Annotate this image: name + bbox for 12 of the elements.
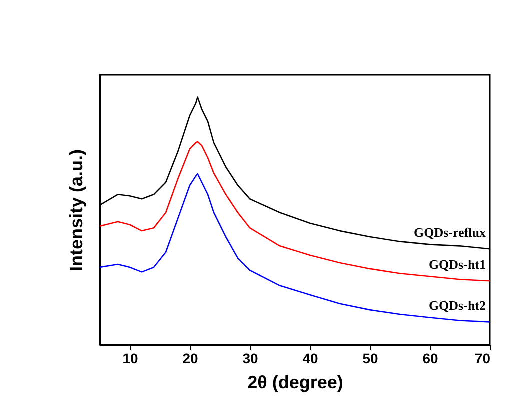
series-label: GQDs-ht1 [428,257,486,272]
series-label: GQDs-reflux [414,225,486,240]
x-tick-label: 50 [362,350,378,366]
x-tick-label: 40 [302,350,318,366]
x-tick-label: 70 [474,350,491,366]
x-axis-title: 2θ (degree) [248,372,344,392]
series-label: GQDs-ht2 [428,298,486,314]
x-tick-label: 60 [422,350,438,366]
y-axis-title: Intensity (a.u.) [66,149,86,272]
x-tick-label: 20 [182,350,198,366]
x-tick-label: 10 [122,350,138,366]
x-tick-label: 30 [242,350,258,366]
